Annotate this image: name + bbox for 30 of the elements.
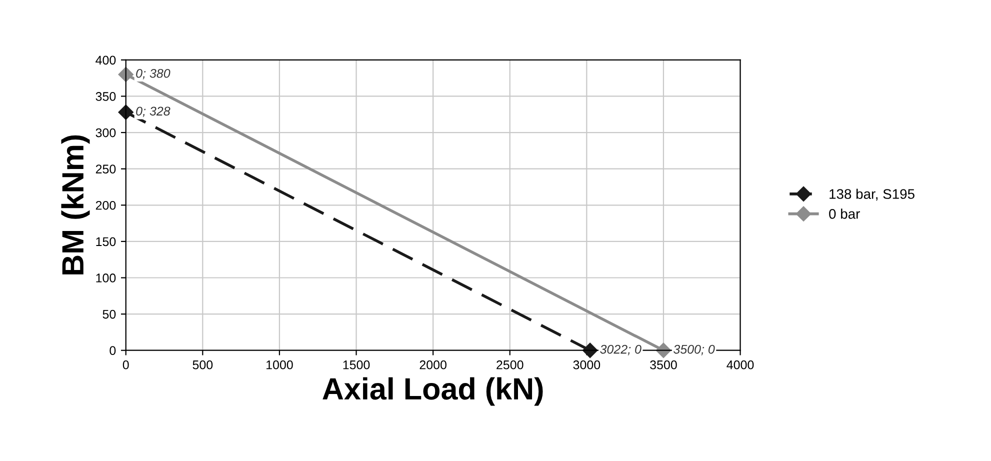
x-tick-label: 0 [122, 360, 129, 370]
legend-label: 0 bar [829, 208, 860, 219]
data-label: 0; 380 [136, 68, 170, 80]
x-tick-label: 1000 [266, 360, 293, 370]
y-tick-label: 200 [96, 200, 116, 210]
legend-label: 138 bar, S195 [830, 188, 914, 201]
y-tick-label: 250 [96, 164, 116, 174]
x-tick-label: 3000 [573, 360, 600, 370]
point [118, 66, 134, 82]
data-label: 0; 328 [136, 106, 170, 118]
y-axis-title: BM (kNm) [61, 135, 90, 274]
y-tick-label: 350 [96, 92, 116, 101]
point [656, 342, 672, 358]
y-tick-label: 150 [96, 237, 116, 246]
x-axis-title: Axial Load (kN) [322, 377, 543, 406]
data-label: 3500; 0 [673, 344, 715, 356]
x-tick-label: 500 [192, 360, 213, 370]
x-tick-label: 2000 [420, 360, 446, 370]
x-tick-label: 4000 [726, 360, 754, 370]
point [118, 104, 134, 120]
point [582, 342, 598, 358]
x-tick-label: 1500 [343, 360, 370, 370]
y-tick-label: 50 [102, 310, 116, 319]
y-tick-label: 0 [110, 346, 116, 356]
y-tick-label: 400 [96, 56, 116, 65]
x-tick-label: 3500 [650, 360, 677, 370]
x-tick-label: 2500 [496, 360, 524, 370]
y-tick-label: 300 [96, 128, 116, 138]
data-label: 3022; 0 [600, 344, 642, 356]
y-tick-label: 100 [96, 274, 116, 282]
